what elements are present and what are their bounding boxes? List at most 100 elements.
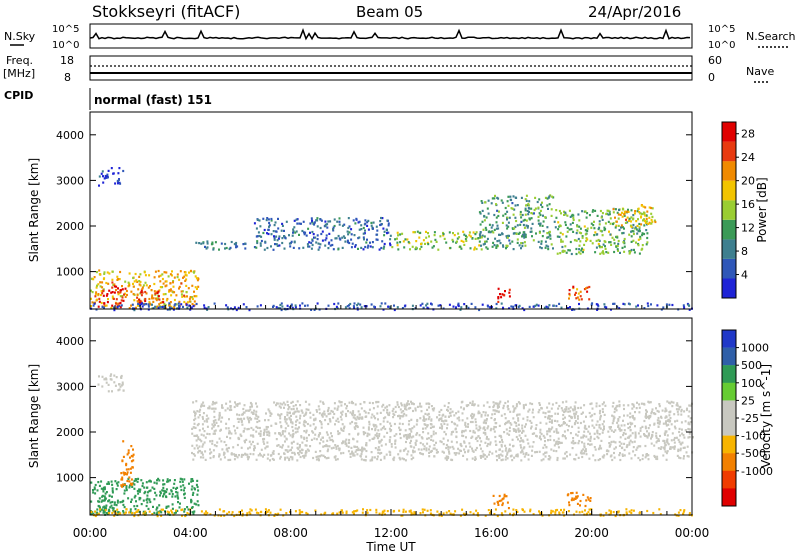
scatter-cell (249, 408, 252, 411)
scatter-cell (381, 510, 384, 513)
scatter-cell (584, 210, 587, 213)
scatter-cell (369, 459, 372, 462)
scatter-cell (561, 401, 564, 404)
scatter-cell (414, 442, 417, 445)
scatter-cell (588, 298, 591, 301)
scatter-cell (356, 453, 359, 456)
scatter-cell (213, 430, 216, 433)
scatter-cell (497, 410, 500, 413)
scatter-cell (168, 290, 170, 293)
scatter-cell (516, 413, 519, 416)
scatter-cell (625, 511, 628, 514)
scatter-cell (577, 213, 580, 216)
scatter-cell (292, 432, 295, 435)
scatter-cell (500, 444, 503, 447)
scatter-cell (347, 445, 350, 448)
scatter-cell (505, 428, 508, 431)
scatter-cell (341, 511, 344, 514)
scatter-cell (564, 435, 566, 438)
scatter-cell (272, 450, 275, 453)
scatter-cell (504, 444, 507, 447)
scatter-cell (547, 417, 549, 420)
scatter-cell (546, 433, 549, 436)
scatter-cell (480, 236, 483, 239)
scatter-cell (216, 441, 219, 444)
scatter-cell (636, 232, 639, 235)
scatter-cell (311, 239, 314, 242)
scatter-cell (139, 497, 142, 500)
scatter-cell (581, 452, 584, 455)
scatter-cell (113, 514, 116, 517)
scatter-cell (354, 422, 357, 425)
scatter-cell (120, 484, 123, 487)
scatter-cell (676, 410, 679, 413)
scatter-cell (643, 232, 646, 236)
scatter-cell (114, 182, 117, 185)
scatter-cell (311, 243, 314, 247)
scatter-cell (516, 238, 519, 241)
scatter-cell (556, 235, 559, 238)
scatter-cell (445, 241, 448, 244)
scatter-cell (482, 228, 485, 231)
scatter-cell (540, 242, 543, 245)
scatter-cell (286, 304, 289, 307)
scatter-cell (259, 225, 262, 228)
scatter-cell (593, 234, 596, 237)
scatter-cell (106, 271, 109, 274)
scatter-cell (606, 453, 609, 456)
scatter-cell (205, 510, 207, 513)
scatter-cell (137, 301, 140, 304)
scatter-cell (430, 405, 433, 408)
scatter-cell (430, 423, 433, 426)
scatter-cell (422, 419, 425, 422)
scatter-cell (95, 291, 98, 294)
scatter-cell (110, 167, 113, 170)
scatter-cell (378, 248, 381, 251)
scatter-cell (123, 293, 125, 296)
scatter-cell (267, 228, 270, 231)
scatter-cell (374, 424, 377, 427)
scatter-cell (122, 389, 125, 392)
scatter-cell (280, 308, 283, 312)
scatter-cell (618, 444, 621, 447)
velocity-colorbar-label: Velocity [m s^-1] (759, 364, 773, 468)
scatter-cell (124, 287, 127, 290)
scatter-cell (365, 444, 368, 447)
scatter-cell (355, 424, 357, 428)
scatter-cell (185, 278, 188, 281)
scatter-cell (580, 232, 583, 235)
scatter-cell (214, 419, 217, 422)
scatter-cell (190, 480, 193, 483)
scatter-cell (384, 427, 387, 431)
scatter-cell (265, 445, 268, 448)
scatter-cell (650, 412, 653, 415)
scatter-cell (130, 445, 133, 448)
scatter-cell (137, 302, 140, 305)
scatter-cell (502, 407, 505, 410)
scatter-cell (163, 483, 166, 486)
scatter-cell (425, 230, 427, 233)
scatter-cell (296, 218, 299, 221)
scatter-cell (562, 413, 565, 417)
scatter-cell (94, 492, 97, 495)
scatter-cell (362, 433, 365, 436)
scatter-cell (319, 400, 322, 403)
scatter-cell (605, 511, 608, 515)
scatter-cell (288, 234, 290, 237)
scatter-cell (131, 512, 134, 515)
scatter-cell (611, 405, 614, 408)
scatter-cell (331, 410, 334, 413)
scatter-cell (519, 210, 522, 214)
scatter-cell (121, 476, 124, 479)
scatter-cell (335, 445, 338, 448)
scatter-cell (114, 512, 117, 515)
scatter-cell (171, 493, 174, 496)
scatter-cell (520, 196, 523, 199)
scatter-cell (102, 181, 105, 184)
scatter-cell (454, 428, 457, 431)
scatter-cell (393, 456, 396, 459)
scatter-cell (103, 272, 106, 275)
scatter-cell (106, 173, 109, 176)
scatter-cell (117, 511, 120, 514)
scatter-cell (579, 499, 582, 503)
